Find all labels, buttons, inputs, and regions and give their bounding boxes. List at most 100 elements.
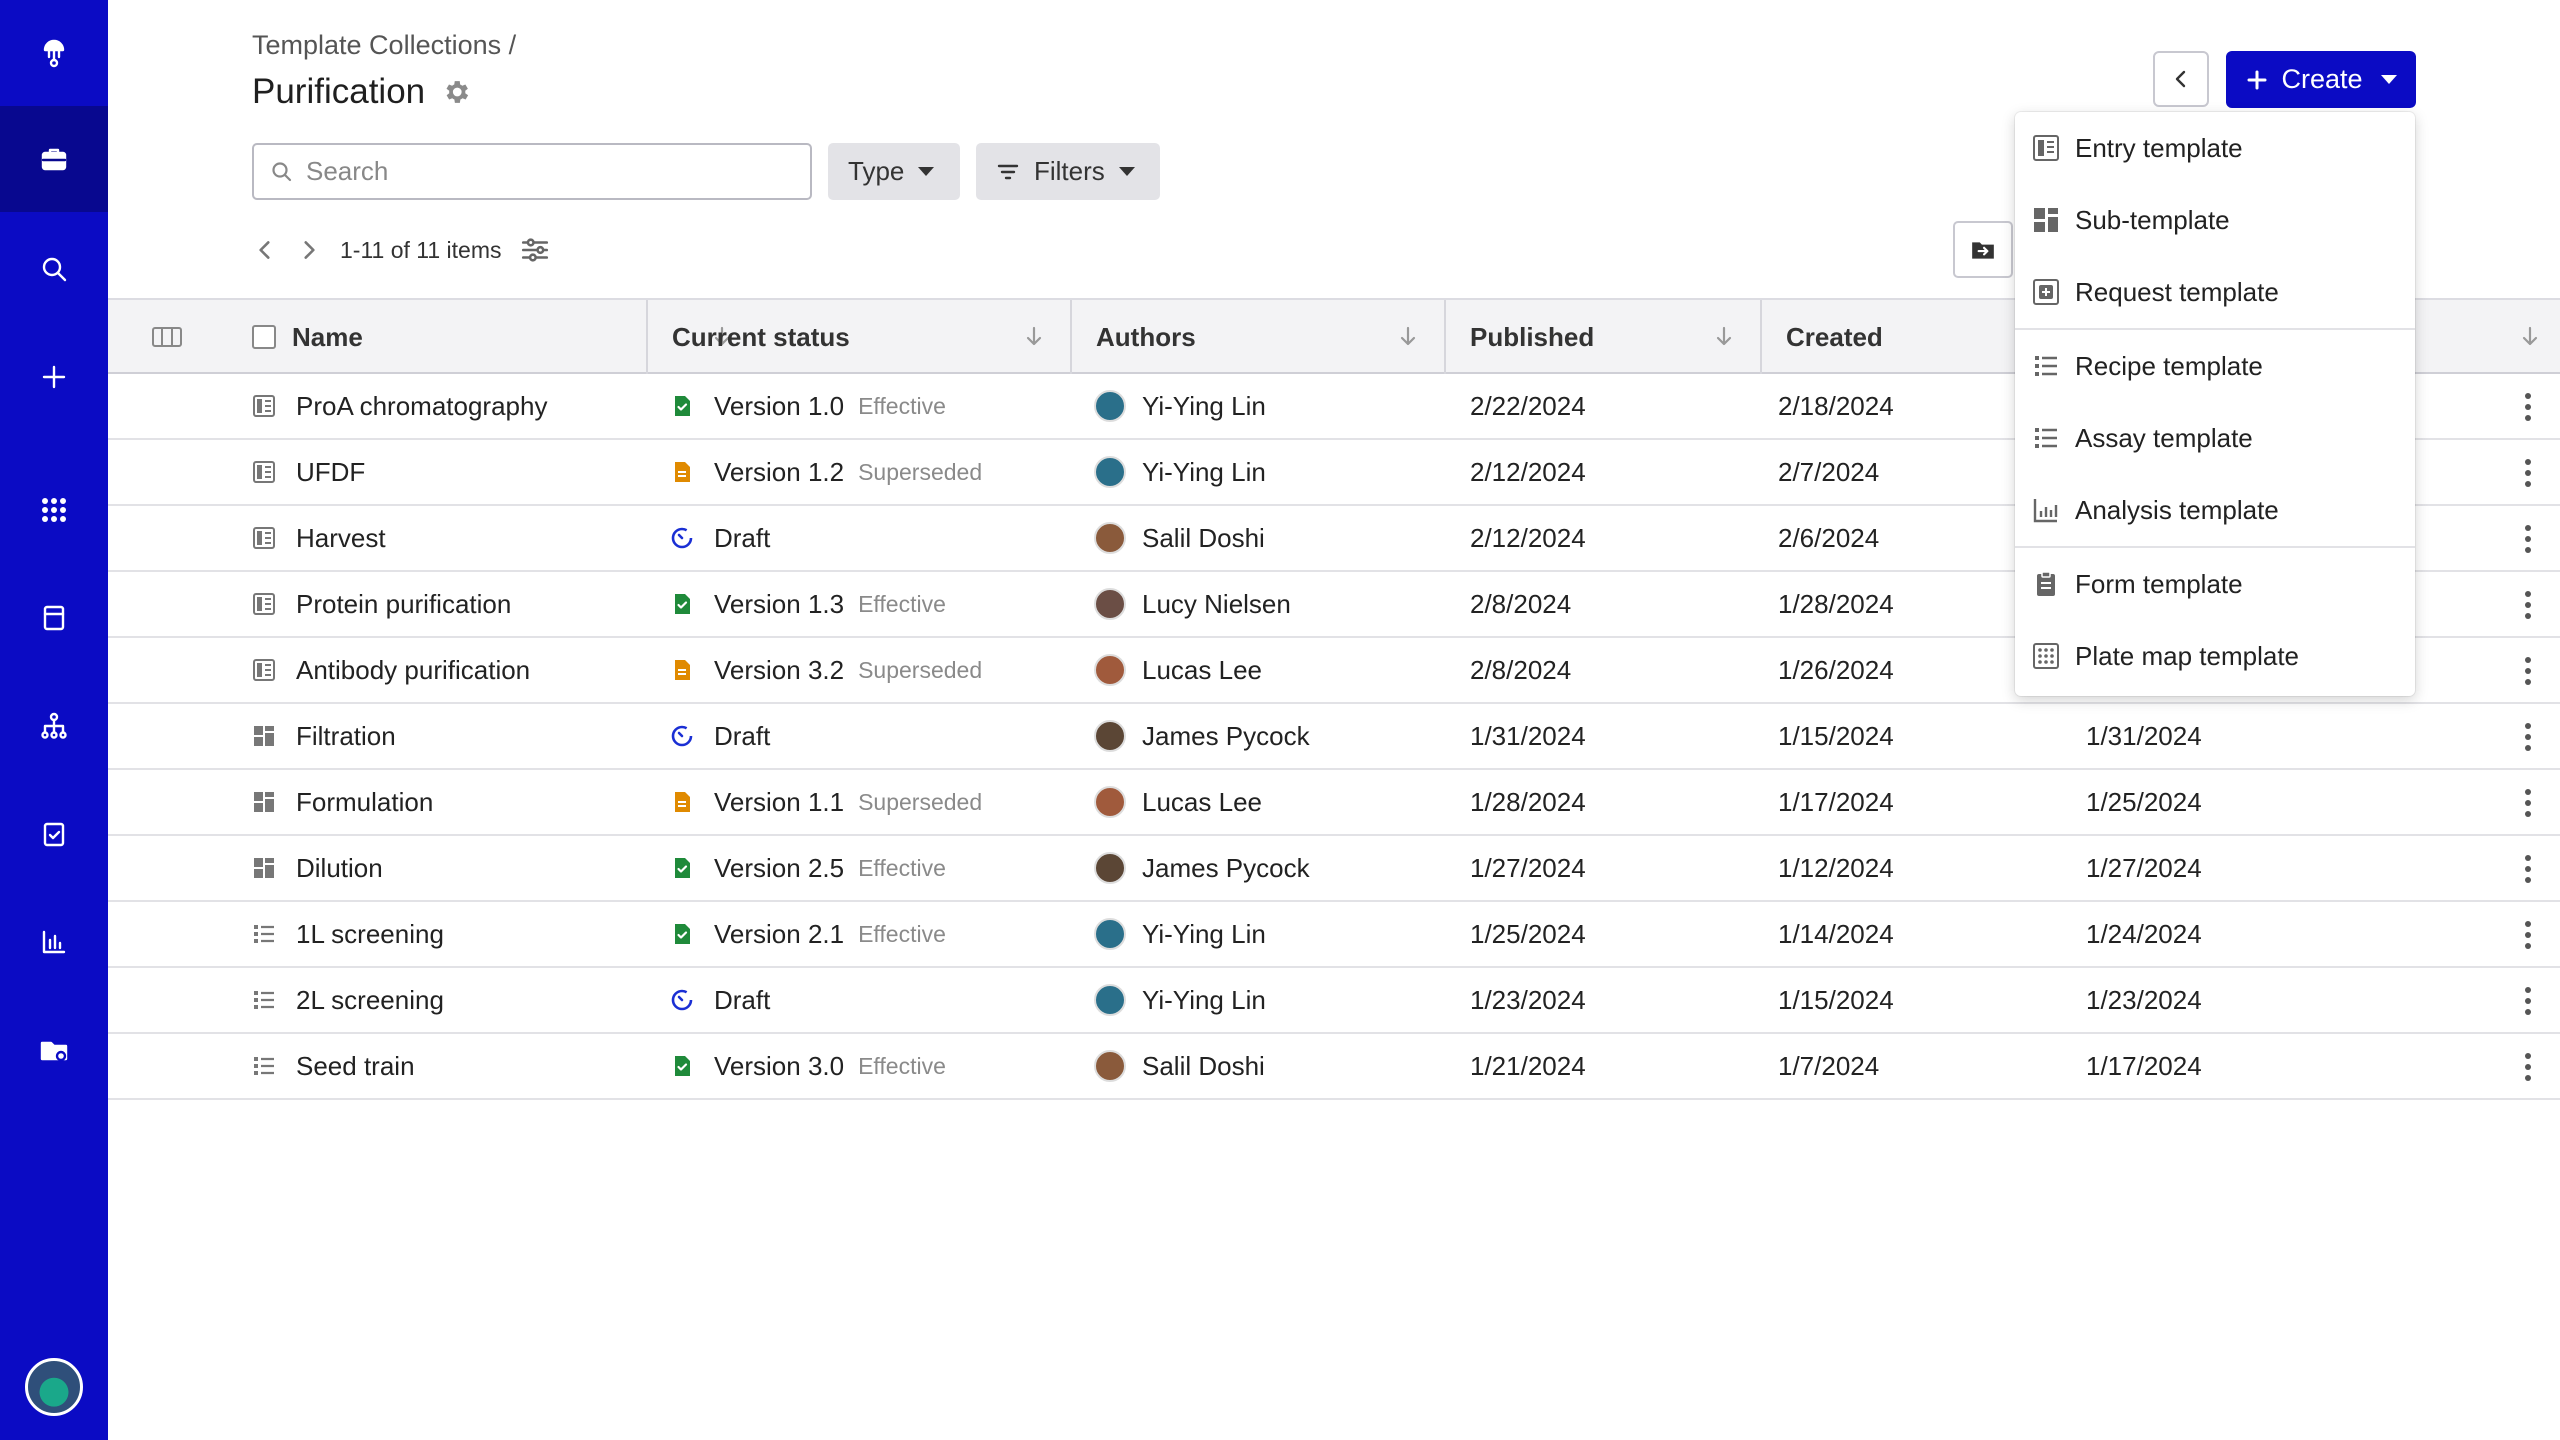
type-filter-dropdown[interactable]: Type (828, 143, 960, 200)
row-actions-kebab-icon[interactable] (2524, 525, 2532, 553)
template-name[interactable]: 1L screening (296, 918, 444, 949)
menu-item-sub-template[interactable]: Sub-template (2015, 184, 2415, 256)
sidebar-item-apps[interactable] (0, 457, 108, 563)
column-label-created: Created (1786, 321, 1883, 352)
template-name[interactable]: Antibody purification (296, 654, 531, 685)
name-cell[interactable]: Antibody purification (252, 638, 530, 702)
template-name[interactable]: Seed train (296, 1050, 415, 1081)
table-row[interactable]: Dilution Version 2.5 Effective James Pycock… (108, 836, 2560, 902)
status-version: Version 1.1 (714, 786, 845, 817)
create-button[interactable]: Create (2226, 51, 2416, 108)
row-actions-kebab-icon[interactable] (2524, 723, 2532, 751)
author-cell: Yi-Ying Lin (1094, 902, 1266, 966)
sort-arrow-icon[interactable] (1022, 324, 1046, 348)
name-cell[interactable]: 1L screening (252, 902, 444, 966)
column-header-modified-sort[interactable] (2508, 300, 2560, 374)
superseded-status-icon (675, 462, 690, 482)
menu-item-request-template[interactable]: Request template (2015, 256, 2415, 328)
column-header-created[interactable]: Created (1760, 300, 2060, 374)
row-actions-kebab-icon[interactable] (2524, 459, 2532, 487)
sidebar-item-tasks[interactable] (0, 781, 108, 887)
table-row[interactable]: Filtration Draft James Pycock 1/31/2024 1/15… (108, 704, 2560, 770)
template-name[interactable]: Protein purification (296, 588, 512, 619)
template-name[interactable]: Dilution (296, 852, 383, 883)
select-all-checkbox[interactable] (252, 325, 276, 349)
template-name[interactable]: Filtration (296, 720, 396, 751)
sidebar-item-add[interactable] (0, 324, 108, 430)
column-header-status[interactable]: Current status (646, 300, 1070, 374)
name-cell[interactable]: Harvest (252, 506, 386, 570)
move-to-folder-button[interactable] (1953, 221, 2013, 278)
template-name[interactable]: UFDF (296, 456, 366, 487)
table-row[interactable]: 1L screening Version 2.1 Effective Yi-Ying … (108, 902, 2560, 968)
status-cell: Version 2.5 Effective (670, 836, 946, 900)
table-row[interactable]: Harvest Draft Salil Doshi 2/12/2024 2/6/2024 (108, 506, 2560, 572)
table-row[interactable]: 2L screening Draft Yi-Ying Lin 1/23/2024 1/1… (108, 968, 2560, 1034)
sidebar-item-folders[interactable] (0, 997, 108, 1103)
status-version: Version 1.2 (714, 456, 845, 487)
notebook-icon (43, 605, 65, 631)
row-actions-kebab-icon[interactable] (2524, 987, 2532, 1015)
row-actions-kebab-icon[interactable] (2524, 591, 2532, 619)
menu-item-recipe-template[interactable]: Recipe template (2015, 330, 2415, 402)
table-row[interactable]: ProA chromatography Version 1.0 Effective Y… (108, 374, 2560, 440)
sidebar-item-templates[interactable] (0, 106, 108, 212)
name-cell[interactable]: Filtration (252, 704, 396, 768)
sidebar-item-search[interactable] (0, 216, 108, 322)
filters-dropdown[interactable]: Filters (976, 143, 1160, 200)
prev-page-icon[interactable] (252, 237, 278, 263)
name-cell[interactable]: 2L screening (252, 968, 444, 1032)
view-settings-icon[interactable] (520, 235, 550, 265)
sidebar-item-analytics[interactable] (0, 889, 108, 995)
collapse-panel-button[interactable] (2153, 51, 2209, 107)
row-actions-kebab-icon[interactable] (2524, 921, 2532, 949)
table-row[interactable]: Antibody purification Version 3.2 Supersed… (108, 638, 2560, 704)
name-cell[interactable]: UFDF (252, 440, 365, 504)
row-actions-kebab-icon[interactable] (2524, 657, 2532, 685)
name-cell[interactable]: ProA chromatography (252, 374, 547, 438)
table-row[interactable]: UFDF Version 1.2 Superseded Yi-Ying Lin 2/12… (108, 440, 2560, 506)
menu-item-plate-map-template[interactable]: Plate map template (2015, 620, 2415, 692)
row-actions-kebab-icon[interactable] (2524, 393, 2532, 421)
menu-item-form-template[interactable]: Form template (2015, 548, 2415, 620)
search-input[interactable] (306, 156, 776, 187)
form-template-icon (2037, 571, 2055, 596)
gear-icon[interactable] (441, 77, 471, 107)
row-actions-kebab-icon[interactable] (2524, 855, 2532, 883)
column-header-published[interactable]: Published (1444, 300, 1760, 374)
created-cell: 1/15/2024 (1778, 984, 1894, 1015)
sort-arrow-icon[interactable] (1396, 324, 1420, 348)
column-header-name[interactable]: Name (252, 300, 758, 374)
name-cell[interactable]: Protein purification (252, 572, 511, 636)
template-name[interactable]: ProA chromatography (296, 390, 548, 421)
column-header-authors[interactable]: Authors (1070, 300, 1444, 374)
column-settings-button[interactable] (152, 300, 182, 374)
menu-item-analysis-template[interactable]: Analysis template (2015, 474, 2415, 546)
search-box[interactable] (252, 143, 812, 200)
template-name[interactable]: Harvest (296, 522, 386, 553)
sort-arrow-icon[interactable] (710, 324, 734, 348)
create-menu: Entry template Sub-template Request temp… (2015, 112, 2415, 696)
user-avatar[interactable] (25, 1358, 83, 1416)
name-cell[interactable]: Dilution (252, 836, 383, 900)
author-avatar (1094, 456, 1126, 488)
name-cell[interactable]: Seed train (252, 1034, 415, 1098)
next-page-icon[interactable] (296, 237, 322, 263)
row-actions-kebab-icon[interactable] (2524, 1053, 2532, 1081)
menu-item-assay-template[interactable]: Assay template (2015, 402, 2415, 474)
sort-arrow-icon[interactable] (2518, 324, 2542, 348)
sidebar-item-hierarchy[interactable] (0, 673, 108, 779)
table-row[interactable]: Seed train Version 3.0 Effective Salil Dosh… (108, 1034, 2560, 1100)
sort-arrow-icon[interactable] (1712, 324, 1736, 348)
template-name[interactable]: 2L screening (296, 984, 444, 1015)
name-cell[interactable]: Formulation (252, 770, 433, 834)
table-row[interactable]: Protein purification Version 1.3 Effective… (108, 572, 2560, 638)
app-logo[interactable] (0, 0, 108, 106)
template-name[interactable]: Formulation (296, 786, 434, 817)
row-actions-kebab-icon[interactable] (2524, 789, 2532, 817)
sidebar-item-notebook[interactable] (0, 565, 108, 671)
breadcrumb[interactable]: Template Collections / (252, 30, 517, 60)
table-row[interactable]: Formulation Version 1.1 Superseded Lucas Le… (108, 770, 2560, 836)
created-cell: 1/14/2024 (1778, 918, 1894, 949)
menu-item-entry-template[interactable]: Entry template (2015, 112, 2415, 184)
